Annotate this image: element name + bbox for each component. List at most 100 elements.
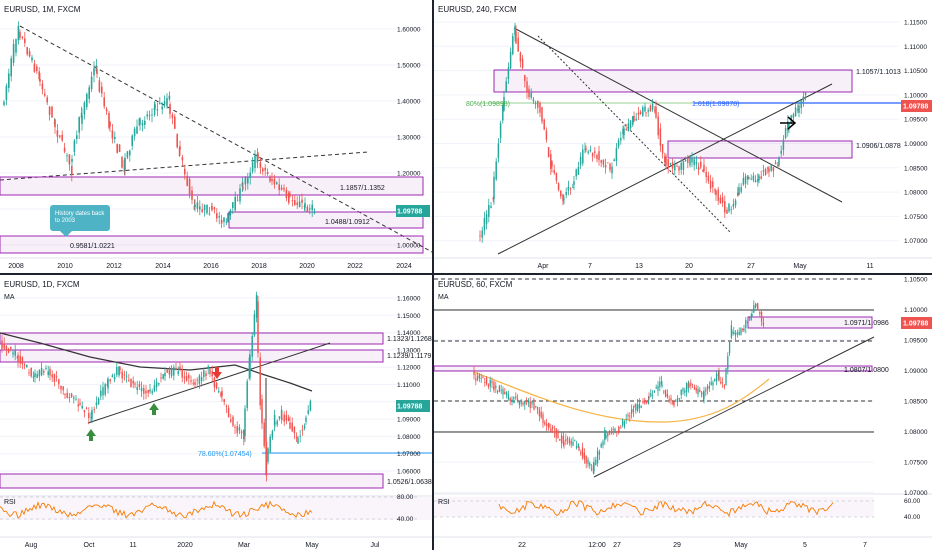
candle-body: [128, 380, 130, 382]
candle-body: [670, 397, 672, 401]
candle-body: [797, 109, 799, 111]
candle-body: [188, 374, 190, 379]
y-tick-label: 1.08000: [904, 190, 928, 197]
candle-body: [538, 409, 541, 417]
candle-body: [524, 75, 526, 82]
rsi-line: [0, 500, 313, 519]
candle-body: [153, 385, 156, 392]
candle-body: [753, 305, 755, 313]
candle-body: [640, 405, 642, 408]
candle-body: [241, 182, 244, 187]
candle-body: [244, 408, 246, 436]
candle-body: [121, 157, 123, 168]
candle-body: [179, 366, 181, 370]
candle-body: [517, 37, 519, 52]
candle-body: [490, 206, 492, 208]
x-tick-label: 2020: [299, 263, 315, 270]
candle-body: [555, 428, 557, 438]
candle-body: [192, 382, 194, 384]
candle-body: [707, 175, 710, 181]
pane-divider-vertical[interactable]: [432, 0, 434, 550]
candle-body: [767, 167, 769, 169]
chart-pane-4h[interactable]: EURUSD, 240, FXCM 80%(1.09898) 1.618(1.0…: [434, 0, 932, 273]
last-price-label: 1.09788: [903, 321, 928, 328]
candle-body: [618, 427, 620, 431]
candle-body: [246, 381, 248, 409]
zone-label-lower: 1.0906/1.0878: [856, 143, 901, 150]
candle-body: [629, 120, 632, 129]
candle-body: [495, 385, 497, 389]
up-arrow-icon: [149, 403, 159, 415]
candle-body: [55, 376, 58, 378]
candle-body: [513, 400, 515, 404]
candle-body: [220, 392, 222, 397]
candle-body: [596, 450, 599, 464]
candle-body: [557, 431, 559, 439]
monthly-chart-svg[interactable]: EURUSD, 1M, FXCM 1.1857/1.1352 1.0488/1.…: [0, 0, 432, 273]
chart-pane-monthly[interactable]: EURUSD, 1M, FXCM 1.1857/1.1352 1.0488/1.…: [0, 0, 432, 273]
candle-body: [544, 422, 546, 425]
chart-pane-daily[interactable]: EURUSD, 1D, FXCM MA RSI 1.1323/1.1268 1.…: [0, 275, 432, 550]
candle-body: [787, 121, 789, 131]
candle-body: [750, 178, 752, 180]
candle-body: [560, 435, 563, 444]
candle-body: [647, 399, 650, 404]
candle-body: [572, 441, 574, 446]
candle-body: [51, 106, 53, 118]
candle-body: [301, 429, 304, 431]
candle-body: [273, 178, 276, 185]
candle-body: [174, 116, 176, 129]
y-tick-label: 1.14000: [397, 330, 421, 337]
down-arrow-icon: [212, 367, 222, 379]
candle-body: [221, 391, 223, 396]
daily-chart-svg[interactable]: EURUSD, 1D, FXCM MA RSI 1.1323/1.1268 1.…: [0, 275, 432, 550]
candle-body: [574, 440, 576, 442]
candle-body: [201, 209, 203, 212]
candle-body: [585, 148, 587, 150]
x-tick-label: 7: [588, 263, 592, 270]
candle-body: [269, 436, 271, 453]
candle-body: [543, 119, 545, 130]
candle-body: [594, 151, 596, 153]
ascending-trendline: [0, 151, 369, 181]
candle-body: [804, 92, 807, 95]
candle-body: [630, 409, 633, 415]
candle-body: [247, 176, 249, 184]
candle-body: [759, 311, 761, 315]
candle-body: [530, 93, 532, 98]
x-tick-label: 11: [866, 263, 873, 270]
candle-body: [73, 397, 75, 399]
candle-body: [19, 32, 21, 38]
candle-body: [625, 419, 627, 420]
candle-body: [757, 306, 759, 308]
candle-body: [647, 110, 649, 112]
candle-body: [39, 79, 41, 82]
x-tick-label: 2010: [57, 263, 73, 270]
candle-body: [563, 442, 565, 445]
candle-body: [28, 51, 31, 57]
candle-body: [253, 314, 256, 336]
candle-body: [171, 114, 174, 118]
candle-body: [760, 311, 763, 322]
dotted-channel-line: [537, 35, 731, 233]
candle-body: [584, 148, 586, 150]
candle-body: [560, 190, 562, 197]
candle-body: [170, 368, 173, 376]
1h-chart-svg[interactable]: EURUSD, 60, FXCM MA RSI 1.0971/1.0986 1.…: [434, 275, 932, 550]
candle-body: [691, 384, 694, 386]
candle-body: [551, 161, 553, 167]
candle-body: [36, 66, 38, 71]
candle-body: [313, 212, 316, 214]
candle-body: [705, 171, 707, 178]
candle-body: [304, 202, 306, 208]
candle-body: [693, 386, 696, 390]
candle-body: [269, 177, 271, 182]
zone-1-0807: [434, 365, 873, 372]
pane-divider-horizontal[interactable]: [0, 273, 932, 275]
candle-body: [625, 128, 627, 130]
candle-body: [45, 368, 47, 369]
chart-pane-1h[interactable]: EURUSD, 60, FXCM MA RSI 1.0971/1.0986 1.…: [434, 275, 932, 550]
zone-label-3: 1.0526/1.0638: [387, 479, 432, 486]
chart-title: EURUSD, 1D, FXCM: [4, 280, 80, 289]
4h-chart-svg[interactable]: EURUSD, 240, FXCM 80%(1.09898) 1.618(1.0…: [434, 0, 932, 273]
